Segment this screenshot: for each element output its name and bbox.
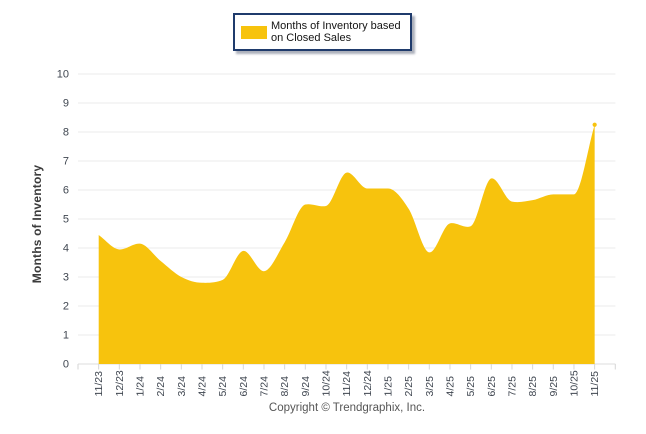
x-tick-label-11/23: 11/23 — [93, 371, 105, 397]
x-tick-label-8/24: 8/24 — [279, 376, 291, 397]
y-tick-label-8: 8 — [63, 127, 69, 139]
y-tick-label-2: 2 — [63, 301, 69, 313]
x-tick-label-1/25: 1/25 — [383, 376, 395, 397]
y-tick-label-5: 5 — [63, 214, 69, 226]
y-tick-label-3: 3 — [63, 272, 69, 284]
x-tick-label-11/25: 11/25 — [589, 371, 601, 397]
copyright-text: Copyright © Trendgraphix, Inc. — [268, 402, 426, 414]
y-tick-label-7: 7 — [63, 156, 69, 168]
x-tick-label-10/25: 10/25 — [568, 370, 580, 396]
inventory-area-series — [98, 124, 595, 364]
x-tick-label-11/24: 11/24 — [341, 371, 353, 397]
x-tick-label-6/24: 6/24 — [238, 376, 250, 397]
y-tick-label-6: 6 — [63, 185, 69, 197]
legend-series-label: Months of Inventory based on Closed Sale… — [271, 19, 401, 45]
x-tick-label-6/25: 6/25 — [486, 376, 498, 397]
x-tick-label-4/24: 4/24 — [197, 376, 209, 397]
x-tick-label-9/24: 9/24 — [300, 376, 312, 397]
legend-series-swatch-icon — [241, 25, 267, 39]
x-tick-label-2/25: 2/25 — [403, 376, 415, 397]
y-tick-label-1: 1 — [63, 330, 69, 342]
x-tick-label-7/25: 7/25 — [507, 376, 519, 397]
x-tick-label-1/24: 1/24 — [135, 376, 147, 397]
y-tick-label-9: 9 — [63, 98, 69, 110]
y-tick-label-4: 4 — [63, 243, 69, 255]
x-tick-label-12/23: 12/23 — [114, 370, 126, 396]
last-point-marker — [592, 122, 597, 127]
x-tick-label-12/24: 12/24 — [362, 370, 374, 396]
x-tick-label-7/24: 7/24 — [259, 376, 271, 397]
x-tick-label-10/24: 10/24 — [321, 370, 333, 396]
x-tick-label-3/25: 3/25 — [424, 376, 436, 397]
x-tick-label-5/25: 5/25 — [465, 376, 477, 397]
x-tick-label-5/24: 5/24 — [217, 376, 229, 397]
x-tick-label-2/24: 2/24 — [155, 376, 167, 397]
x-tick-label-4/25: 4/25 — [445, 376, 457, 397]
y-tick-label-10: 10 — [57, 69, 69, 81]
chart-legend: Months of Inventory based on Closed Sale… — [233, 13, 412, 51]
y-tick-label-0: 0 — [63, 359, 69, 371]
x-tick-label-3/24: 3/24 — [176, 376, 188, 397]
x-tick-label-9/25: 9/25 — [548, 376, 560, 397]
x-tick-label-8/25: 8/25 — [527, 376, 539, 397]
